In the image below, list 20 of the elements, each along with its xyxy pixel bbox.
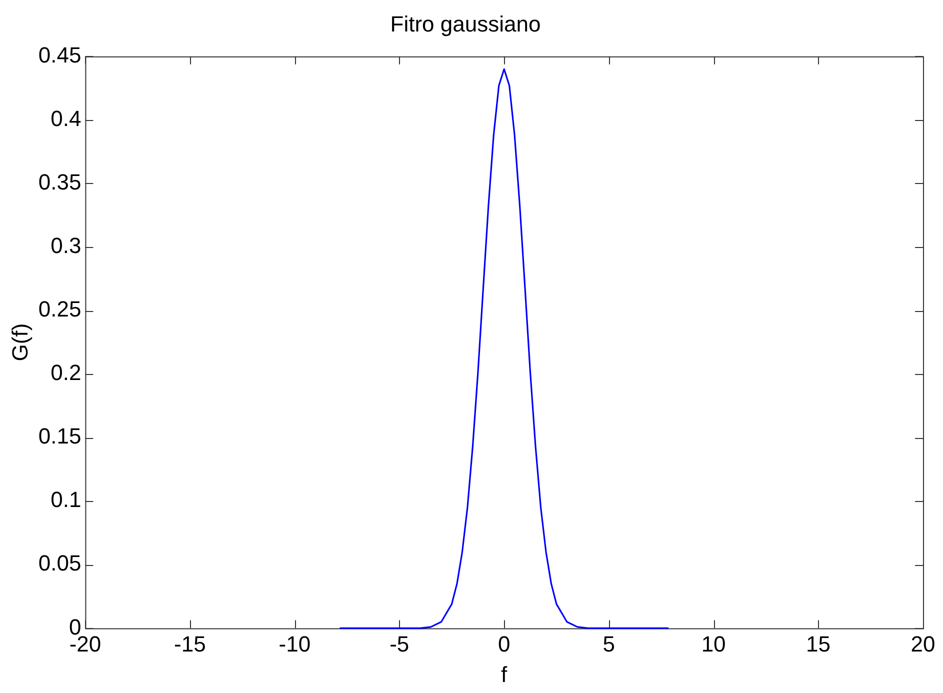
x-axis-title: f <box>501 662 508 687</box>
x-tick-label: 0 <box>498 631 510 656</box>
y-tick-label: 0.2 <box>50 360 82 386</box>
y-tick-label: 0.4 <box>50 106 82 131</box>
chart-title: Fitro gaussiano <box>390 11 541 36</box>
x-tick-label: 15 <box>806 631 831 656</box>
x-tick-label: 20 <box>910 631 936 656</box>
y-tick-label: 0.45 <box>38 42 82 68</box>
y-tick-label: 0.05 <box>38 550 82 576</box>
y-axis-title: G(f) <box>7 323 32 362</box>
x-tick-label: -15 <box>174 631 206 656</box>
y-tick-label: 0.15 <box>38 424 82 449</box>
y-tick-label: 0.3 <box>50 233 82 258</box>
y-tick-label: 0.1 <box>50 487 82 512</box>
y-tick-label: 0.35 <box>38 170 82 195</box>
x-tick-label: -10 <box>278 631 311 656</box>
x-tick-label: 5 <box>602 631 615 656</box>
y-tick-label: 0.25 <box>38 296 82 322</box>
x-tick-label: -5 <box>390 631 410 656</box>
x-tick-label: 10 <box>701 631 726 656</box>
